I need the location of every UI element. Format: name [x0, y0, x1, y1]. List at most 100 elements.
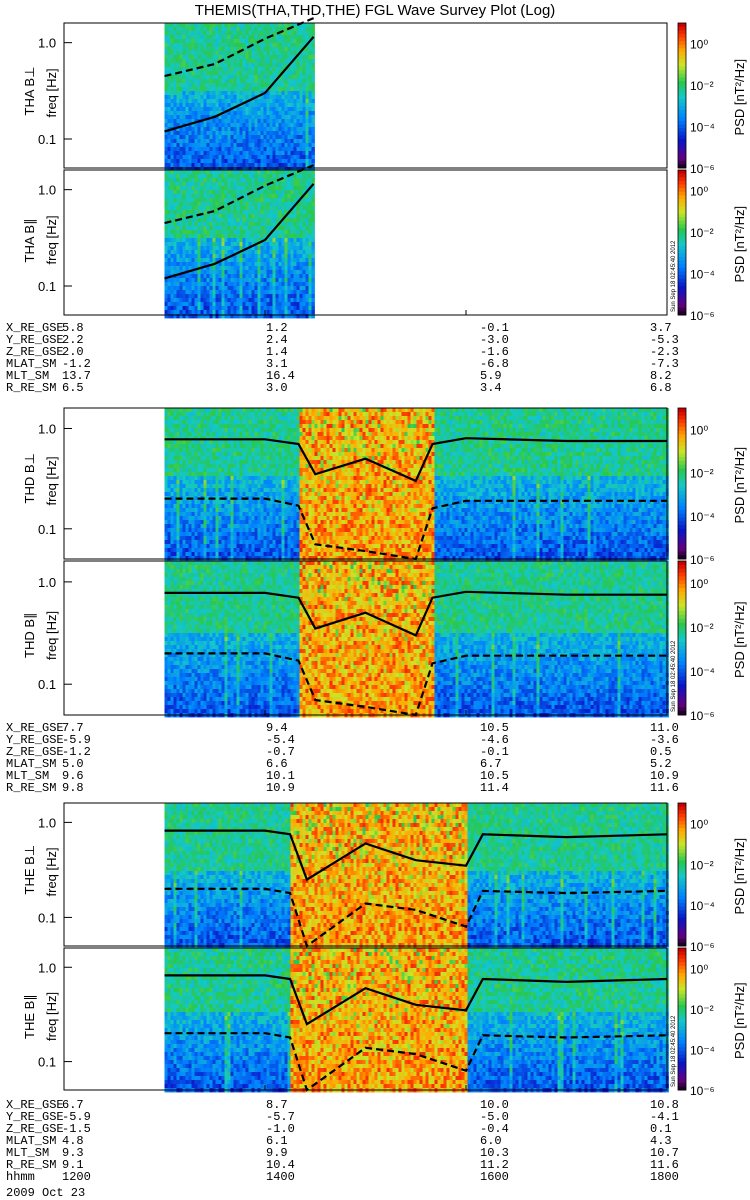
spectrogram-cell	[249, 206, 252, 210]
spectrogram-cell	[168, 432, 171, 436]
spectrogram-cell	[264, 23, 267, 27]
spectrogram-cell	[288, 294, 291, 298]
spectrogram-cell	[186, 135, 189, 139]
spectrogram-cell	[213, 27, 216, 31]
spectrogram-cell	[195, 234, 198, 238]
spectrogram-cell	[264, 147, 267, 151]
spectrogram-cell	[255, 440, 258, 444]
spectrogram-cell	[300, 230, 303, 234]
spectrogram-cell	[300, 262, 303, 266]
spectrogram-cell	[183, 186, 186, 190]
spectrogram-cell	[306, 234, 309, 238]
spectrogram-cell	[192, 39, 195, 43]
spectrogram-cell	[276, 23, 279, 27]
spectrogram-cell	[219, 282, 222, 286]
spectrogram-cell	[276, 242, 279, 246]
spectrogram-cell	[183, 79, 186, 83]
spectrogram-cell	[225, 170, 228, 174]
spectrogram-cell	[195, 170, 198, 174]
spectrogram-cell	[186, 408, 189, 412]
spectrogram-cell	[303, 35, 306, 39]
spectrogram-cell	[300, 123, 303, 127]
spectrogram-cell	[291, 127, 294, 131]
spectrogram-cell	[189, 51, 192, 55]
spectrogram-cell	[177, 552, 180, 556]
spectrogram-cell	[204, 59, 207, 63]
spectrogram-cell	[192, 206, 195, 210]
spectrogram-cell	[294, 286, 297, 290]
spectrogram-cell	[165, 234, 168, 238]
spectrogram-cell	[273, 262, 276, 266]
spectrogram-cell	[180, 159, 183, 163]
spectrogram-cell	[219, 35, 222, 39]
spectrogram-cell	[171, 95, 174, 99]
spectrogram-cell	[168, 452, 171, 456]
spectrogram-cell	[291, 47, 294, 51]
spectrogram-cell	[219, 294, 222, 298]
spectrogram-cell	[255, 408, 258, 412]
spectrogram-cell	[303, 31, 306, 35]
spectrogram-cell	[312, 282, 315, 286]
spectrogram-cell	[252, 178, 255, 182]
spectrogram-cell	[306, 67, 309, 71]
spectrogram-cell	[219, 190, 222, 194]
spectrogram-cell	[171, 163, 174, 167]
spectrogram-cell	[198, 306, 201, 310]
spectrogram-cell	[204, 306, 207, 310]
spectrogram-cell	[246, 111, 249, 115]
colorbar-segment	[678, 214, 686, 218]
spectrogram-cell	[189, 552, 192, 556]
spectrogram-cell	[294, 163, 297, 167]
spectrogram-cell	[264, 43, 267, 47]
spectrogram-cell	[201, 79, 204, 83]
spectrogram-cell	[291, 35, 294, 39]
spectrogram-cell	[282, 274, 285, 278]
spectrogram-cell	[231, 218, 234, 222]
spectrogram-cell	[246, 416, 249, 420]
spectrogram-cell	[312, 47, 315, 51]
spectrogram-cell	[309, 27, 312, 31]
spectrogram-cell	[195, 63, 198, 67]
spectrogram-cell	[309, 159, 312, 163]
spectrogram-cell	[279, 55, 282, 59]
spectrogram-cell	[255, 504, 258, 508]
spectrogram-cell	[171, 47, 174, 51]
spectrogram-cell	[264, 226, 267, 230]
spectrogram-cell	[210, 111, 213, 115]
spectrogram-cell	[294, 83, 297, 87]
spectrogram-cell	[183, 456, 186, 460]
spectrogram-cell	[189, 170, 192, 174]
spectrogram-cell	[243, 552, 246, 556]
spectrogram-cell	[198, 95, 201, 99]
spectrogram-cell	[273, 254, 276, 258]
spectrogram-cell	[216, 87, 219, 91]
spectrogram-cell	[174, 286, 177, 290]
spectrogram-cell	[288, 286, 291, 290]
spectrogram-cell	[180, 198, 183, 202]
spectrogram-cell	[309, 127, 312, 131]
spectrogram-cell	[240, 508, 243, 512]
spectrogram-cell	[312, 198, 315, 202]
spectrogram-cell	[312, 290, 315, 294]
spectrogram-cell	[174, 190, 177, 194]
spectrogram-cell	[261, 27, 264, 31]
spectrogram-cell	[285, 250, 288, 254]
spectrogram-cell	[177, 47, 180, 51]
spectrogram-cell	[228, 127, 231, 131]
spectrogram-cell	[216, 556, 219, 560]
spectrogram-cell	[258, 420, 261, 424]
spectrogram-cell	[204, 210, 207, 214]
spectrogram-cell	[249, 270, 252, 274]
spectrogram-cell	[216, 107, 219, 111]
spectrogram-cell	[171, 472, 174, 476]
spectrogram-cell	[228, 468, 231, 472]
spectrogram-cell	[207, 516, 210, 520]
spectrogram-cell	[189, 480, 192, 484]
spectrogram-cell	[276, 39, 279, 43]
spectrogram-cell	[243, 488, 246, 492]
spectrogram-cell	[297, 178, 300, 182]
spectrogram-cell	[303, 246, 306, 250]
colorbar-segment	[678, 103, 686, 107]
spectrogram-cell	[177, 99, 180, 103]
spectrogram-cell	[171, 250, 174, 254]
